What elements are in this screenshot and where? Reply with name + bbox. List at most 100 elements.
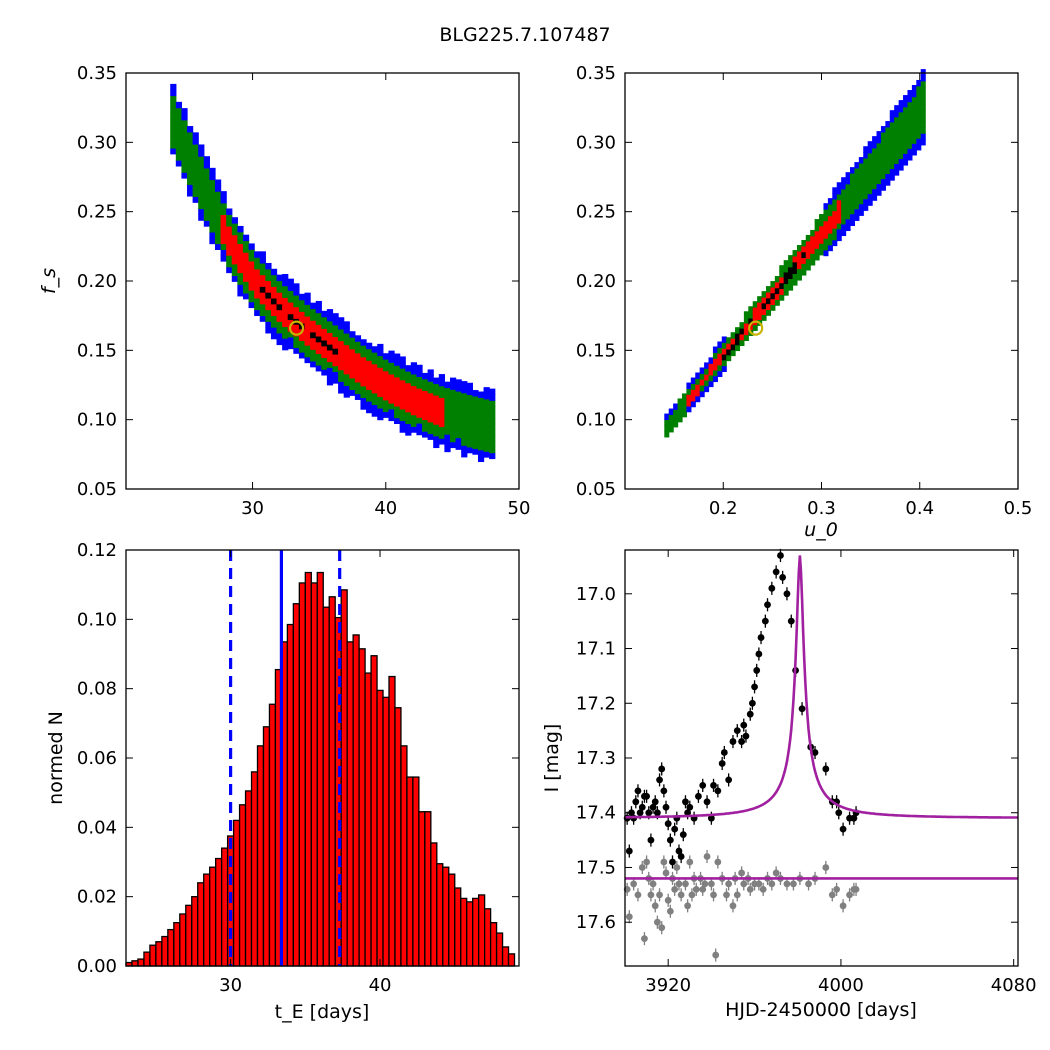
heat-cell: [321, 345, 328, 353]
heat-cell: [920, 133, 926, 140]
heat-cell: [455, 402, 462, 410]
heat-cell: [242, 269, 250, 277]
heat-cell: [270, 280, 278, 287]
heat-cell: [455, 420, 462, 427]
heat-cell: [304, 304, 311, 311]
data-point: [686, 858, 694, 866]
heat-cell: [876, 189, 882, 196]
data-point: [729, 738, 737, 745]
heat-cell: [354, 370, 362, 377]
heat-cell: [444, 399, 451, 406]
heat-cell: [894, 116, 900, 124]
heat-cell: [170, 89, 177, 97]
heat-cell: [416, 428, 423, 436]
heat-cell: [889, 145, 895, 152]
heat-cell: [354, 376, 362, 383]
heat-cell: [664, 425, 670, 432]
heat-cell: [916, 79, 922, 87]
heat-cell: [226, 266, 233, 274]
data-point: [688, 891, 696, 899]
data-point: [658, 924, 666, 932]
heat-cell: [690, 389, 696, 396]
heat-cell: [836, 188, 842, 195]
heat-cell: [461, 386, 468, 394]
data-point: [643, 792, 650, 800]
heat-cell: [276, 274, 283, 282]
heat-cell: [903, 135, 909, 143]
data-point: [699, 781, 707, 789]
heat-cell: [907, 142, 913, 149]
heat-cell: [360, 356, 367, 364]
heat-cell: [388, 362, 395, 369]
heat-cell: [783, 265, 789, 273]
y-tick-label: 0.10: [576, 410, 616, 431]
heat-cell: [920, 92, 926, 99]
heat-cell: [326, 332, 334, 339]
heat-cell: [849, 213, 856, 221]
heat-cell: [203, 196, 210, 204]
heat-cell: [916, 91, 922, 99]
heat-cell: [461, 433, 468, 440]
heat-cell: [360, 368, 367, 375]
heat-cell: [796, 274, 802, 281]
heat-cell: [872, 136, 878, 143]
heat-cell: [310, 360, 317, 368]
heat-cell: [735, 344, 741, 352]
heat-cell: [315, 341, 322, 349]
heat-cell: [770, 304, 776, 311]
data-point: [772, 869, 780, 877]
y-tick-label: 0.05: [576, 479, 616, 500]
data-point: [653, 809, 661, 817]
heat-cell: [903, 153, 909, 160]
histogram-bar: [394, 707, 402, 967]
heat-cell: [394, 370, 401, 378]
heat-cell: [410, 408, 418, 416]
heat-cell: [885, 121, 891, 128]
heat-cell: [265, 292, 272, 299]
heat-cell: [690, 400, 696, 408]
heat-cell: [287, 284, 294, 291]
heat-cell: [410, 391, 418, 398]
y-tick-label: 0.10: [77, 609, 117, 630]
heat-cell: [298, 293, 306, 301]
heat-cell: [858, 203, 864, 211]
heat-cell: [867, 147, 873, 154]
heat-cell: [668, 420, 674, 427]
heat-cell: [360, 385, 367, 393]
heat-cell: [332, 313, 339, 320]
heat-cell: [792, 267, 798, 274]
heat-cell: [836, 223, 842, 230]
heat-cell: [461, 392, 468, 400]
heat-cell: [338, 358, 345, 365]
heat-cell: [287, 296, 294, 303]
heat-cell: [664, 431, 670, 438]
heat-cell: [920, 69, 926, 76]
heat-cell: [876, 148, 882, 156]
heat-cell: [394, 365, 401, 372]
heat-cell: [466, 406, 473, 413]
heat-cell: [916, 114, 922, 122]
heat-cell: [845, 195, 851, 202]
heat-cell: [214, 202, 222, 210]
data-point: [675, 880, 683, 888]
heat-cell: [377, 378, 384, 386]
heat-cell: [788, 255, 794, 262]
heat-cell: [304, 339, 311, 346]
heat-cell: [717, 358, 723, 366]
heat-cell: [444, 428, 451, 435]
x-tick-label: 0.3: [807, 498, 836, 519]
data-point: [714, 787, 722, 795]
heat-cell: [382, 388, 390, 395]
heat-cell: [832, 198, 838, 206]
heat-cell: [477, 403, 485, 410]
heat-cell: [377, 413, 384, 421]
heat-cell: [894, 110, 900, 118]
y-tick-label: 0.35: [576, 63, 616, 84]
heat-cell: [774, 293, 780, 300]
heat-cell: [405, 365, 412, 372]
data-point: [671, 885, 679, 893]
heat-cell: [388, 350, 395, 358]
heat-cell: [699, 379, 705, 386]
histogram-bar: [262, 726, 271, 967]
heat-cell: [242, 257, 250, 265]
